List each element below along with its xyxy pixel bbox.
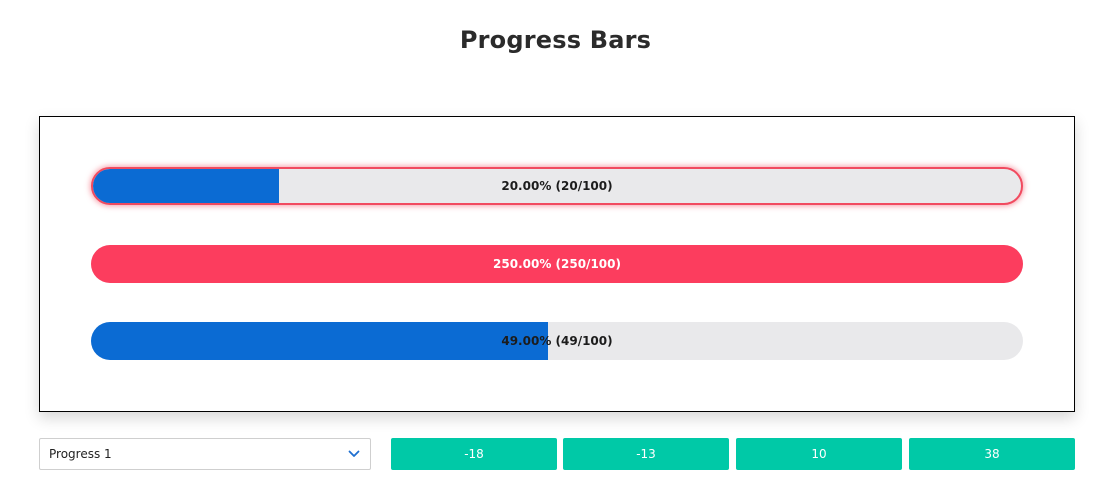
chevron-down-icon: [348, 450, 360, 457]
progress-bar-2: 250.00% (250/100): [91, 245, 1023, 283]
decrement-13-button[interactable]: -13: [563, 438, 729, 470]
increment-10-button[interactable]: 10: [736, 438, 902, 470]
progress-bars-panel: 20.00% (20/100) 250.00% (250/100) 49.00%…: [39, 116, 1075, 412]
progress-bar-fill: [91, 322, 548, 360]
increment-38-button[interactable]: 38: [909, 438, 1075, 470]
page-title: Progress Bars: [459, 26, 652, 54]
progress-bar-select[interactable]: Progress 1: [39, 438, 371, 470]
progress-bar-fill: [91, 245, 1023, 283]
progress-bar-1: 20.00% (20/100): [91, 167, 1023, 205]
controls-row: Progress 1 -18 -13 10 38: [39, 438, 1075, 470]
progress-bar-label: 20.00% (20/100): [501, 179, 613, 193]
decrement-18-button[interactable]: -18: [391, 438, 557, 470]
progress-bar-label: 49.00% (49/100): [501, 334, 613, 348]
progress-bar-3: 49.00% (49/100): [91, 322, 1023, 360]
progress-bar-label: 250.00% (250/100): [493, 257, 621, 271]
select-value: Progress 1: [49, 447, 112, 461]
progress-bar-fill: [93, 169, 279, 203]
